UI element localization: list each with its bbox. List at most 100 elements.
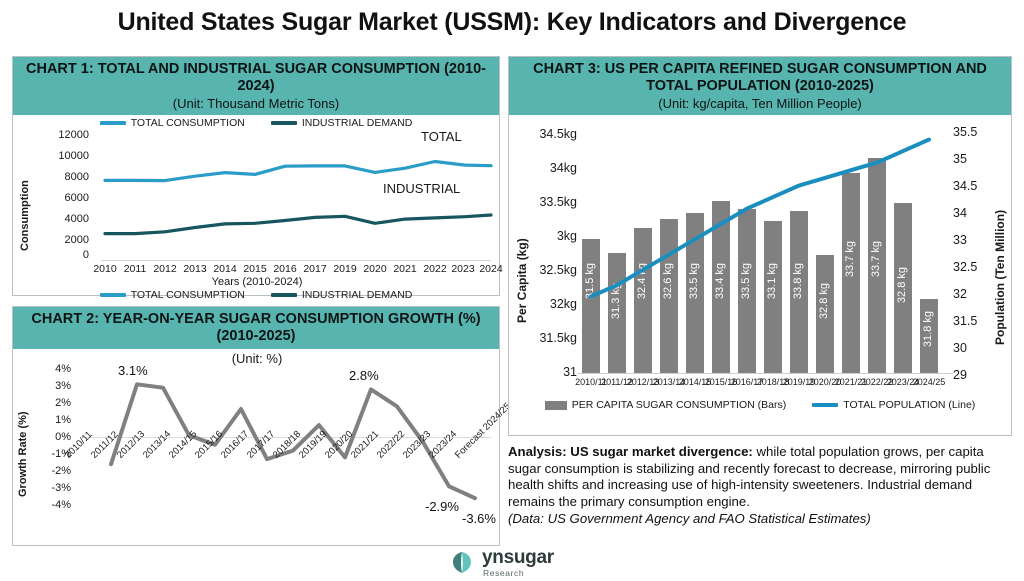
chart2-ytick: -4%	[51, 499, 71, 511]
chart3-y2tick: 29	[953, 368, 967, 382]
chart3-bar-label: 32.4 kg	[636, 263, 648, 300]
chart1-xtick: 2020	[363, 263, 387, 275]
chart3-bar-label: 33.5 kg	[688, 263, 700, 300]
chart3-xtick: 2023/24	[886, 377, 920, 387]
chart1-xtick: 2024	[479, 263, 503, 275]
chart1-ytick: 4000	[64, 213, 89, 225]
chart1-ytick: 0	[82, 249, 89, 261]
chart3-ytick: 3kg	[556, 229, 577, 243]
chart1-xtick: 2013	[183, 263, 207, 275]
chart3-ytick: 31.5kg	[539, 331, 577, 345]
chart3-xtick: 2019/19	[782, 377, 816, 387]
chart3-xtick: 2018/18	[756, 377, 790, 387]
chart2-ytick: 2%	[55, 397, 71, 409]
legend-label: PER CAPITA SUGAR CONSUMPTION (Bars)	[571, 399, 787, 411]
chart1-xtick: 2016	[273, 263, 297, 275]
logo-tagline: Research	[483, 568, 525, 579]
chart2-data-label: -2.9%	[425, 499, 459, 514]
chart1-xtick: 2010	[93, 263, 117, 275]
chart2-ytick: 3%	[55, 380, 71, 392]
chart1-industrial-annotation: INDUSTRIAL	[383, 181, 461, 196]
chart3-bar-label: 31.8 kg	[922, 311, 934, 348]
chart3-bar-label: 32.6 kg	[662, 263, 674, 300]
legend-label: INDUSTRIAL DEMAND	[301, 289, 413, 301]
chart3-bar-label: 31.3 kg	[610, 283, 622, 320]
chart2-title: CHART 2: YEAR-ON-YEAR SUGAR CONSUMPTION …	[31, 311, 481, 344]
chart3-bar-label: 33.5 kg	[740, 263, 752, 300]
chart2-ytick: -1%	[51, 448, 71, 460]
chart3-xtick: 2015/16	[704, 377, 738, 387]
chart3-bar-label: 31.5 kg	[584, 263, 596, 300]
legend-label: TOTAL CONSUMPTION	[130, 289, 245, 301]
chart3-y2tick: 35	[953, 152, 967, 166]
chart1-xtick: 2012	[153, 263, 177, 275]
chart3-bar	[634, 228, 652, 373]
chart3-title: CHART 3: US PER CAPITA REFINED SUGAR CON…	[533, 61, 987, 94]
chart2-unit: (Unit: %)	[231, 351, 283, 366]
legend-item-per-capita: PER CAPITA SUGAR CONSUMPTION (Bars)	[544, 399, 787, 411]
legend-item-total-bottom: TOTAL CONSUMPTION	[99, 289, 245, 301]
chart3-bar-label: 33.7 kg	[844, 241, 856, 278]
leaf-logo-icon	[449, 550, 475, 576]
chart1-ytick: 6000	[64, 192, 89, 204]
legend-label: TOTAL POPULATION (Line)	[843, 399, 976, 411]
chart1-header: CHART 1: TOTAL AND INDUSTRIAL SUGAR CONS…	[13, 57, 499, 115]
logo-wordmark: ynsugar Research	[482, 548, 554, 578]
chart3-unit: (Unit: kg/capita, Ten Million People)	[658, 96, 862, 111]
chart1-ytick: 8000	[64, 171, 89, 183]
chart3-xtick: 2021/21	[834, 377, 868, 387]
chart3-header: CHART 3: US PER CAPITA REFINED SUGAR CON…	[509, 57, 1011, 115]
page-title: United States Sugar Market (USSM): Key I…	[117, 8, 907, 36]
industrial-line-swatch-icon	[270, 293, 297, 297]
yoy-growth-line	[109, 382, 477, 501]
chart1-xtick: 2011	[123, 263, 147, 275]
chart1-xtick: 2021	[393, 263, 417, 275]
chart3-ytick: 31	[563, 365, 577, 379]
chart1-unit: (Unit: Thousand Metric Tons)	[172, 96, 340, 111]
chart3-y2tick: 33	[953, 233, 967, 247]
chart3-xtick: 2016/17	[730, 377, 764, 387]
chart3-xtick: 2013/14	[652, 377, 686, 387]
chart1-title: CHART 1: TOTAL AND INDUSTRIAL SUGAR CONS…	[26, 61, 486, 94]
chart3-y2tick: 34.5	[953, 179, 978, 193]
chart3-bar-label: 33.4 kg	[714, 263, 726, 300]
chart2-data-label: 3.1%	[118, 363, 148, 378]
analysis-text: Analysis: US sugar market divergence: wh…	[508, 444, 1012, 542]
chart2-data-label: 2.8%	[349, 368, 379, 383]
chart3-bar	[582, 239, 600, 373]
chart1-xtick: 2014	[213, 263, 237, 275]
chart1-total-annotation: TOTAL	[421, 129, 462, 144]
industrial-line-swatch-icon	[270, 121, 297, 125]
legend-label: INDUSTRIAL DEMAND	[301, 117, 413, 129]
chart3-ytick: 32.5kg	[539, 263, 577, 277]
chart3-panel: CHART 3: US PER CAPITA REFINED SUGAR CON…	[508, 56, 1012, 436]
chart1-panel: CHART 1: TOTAL AND INDUSTRIAL SUGAR CONS…	[12, 56, 503, 301]
chart1-xtick: 2023	[451, 263, 475, 275]
chart3-xtick: 2012/13	[626, 377, 660, 387]
chart1-lines	[103, 159, 493, 236]
chart3-ytick: 34kg	[549, 161, 577, 175]
population-line-swatch-icon	[812, 403, 839, 407]
chart2-plot: (Unit: %) Growth Rate (%) 4% 3% 2% 1% 0%…	[13, 349, 513, 545]
analysis-body: while total population grows, per capita…	[508, 444, 991, 509]
chart3-xtick: 2014/15	[678, 377, 712, 387]
chart3-legend: PER CAPITA SUGAR CONSUMPTION (Bars) TOTA…	[509, 399, 1011, 411]
legend-item-industrial-bottom: INDUSTRIAL DEMAND	[270, 289, 413, 301]
chart2-ytick: -3%	[51, 482, 71, 494]
chart1-legend-top: TOTAL CONSUMPTION INDUSTRIAL DEMAND	[13, 117, 499, 129]
legend-item-population: TOTAL POPULATION (Line)	[812, 399, 975, 411]
chart2-zero-line	[83, 437, 491, 438]
chart2-header: CHART 2: YEAR-ON-YEAR SUGAR CONSUMPTION …	[13, 307, 499, 349]
chart3-y2tick: 30	[953, 341, 967, 355]
bar-swatch-icon	[544, 400, 567, 410]
legend-item-industrial-top: INDUSTRIAL DEMAND	[270, 117, 413, 129]
chart2-ytick: 0%	[55, 431, 71, 443]
chart3-plot: Per Capita (kg) Population (Ten Million)…	[509, 115, 1011, 433]
chart2-panel: CHART 2: YEAR-ON-YEAR SUGAR CONSUMPTION …	[12, 306, 513, 546]
chart2-growth-line	[109, 382, 477, 501]
analysis-lead: Analysis: US sugar market divergence:	[508, 444, 753, 459]
chart2-ytick: -2%	[51, 465, 71, 477]
chart3-bar	[920, 299, 938, 373]
chart3-y2tick: 31.5	[953, 314, 978, 328]
